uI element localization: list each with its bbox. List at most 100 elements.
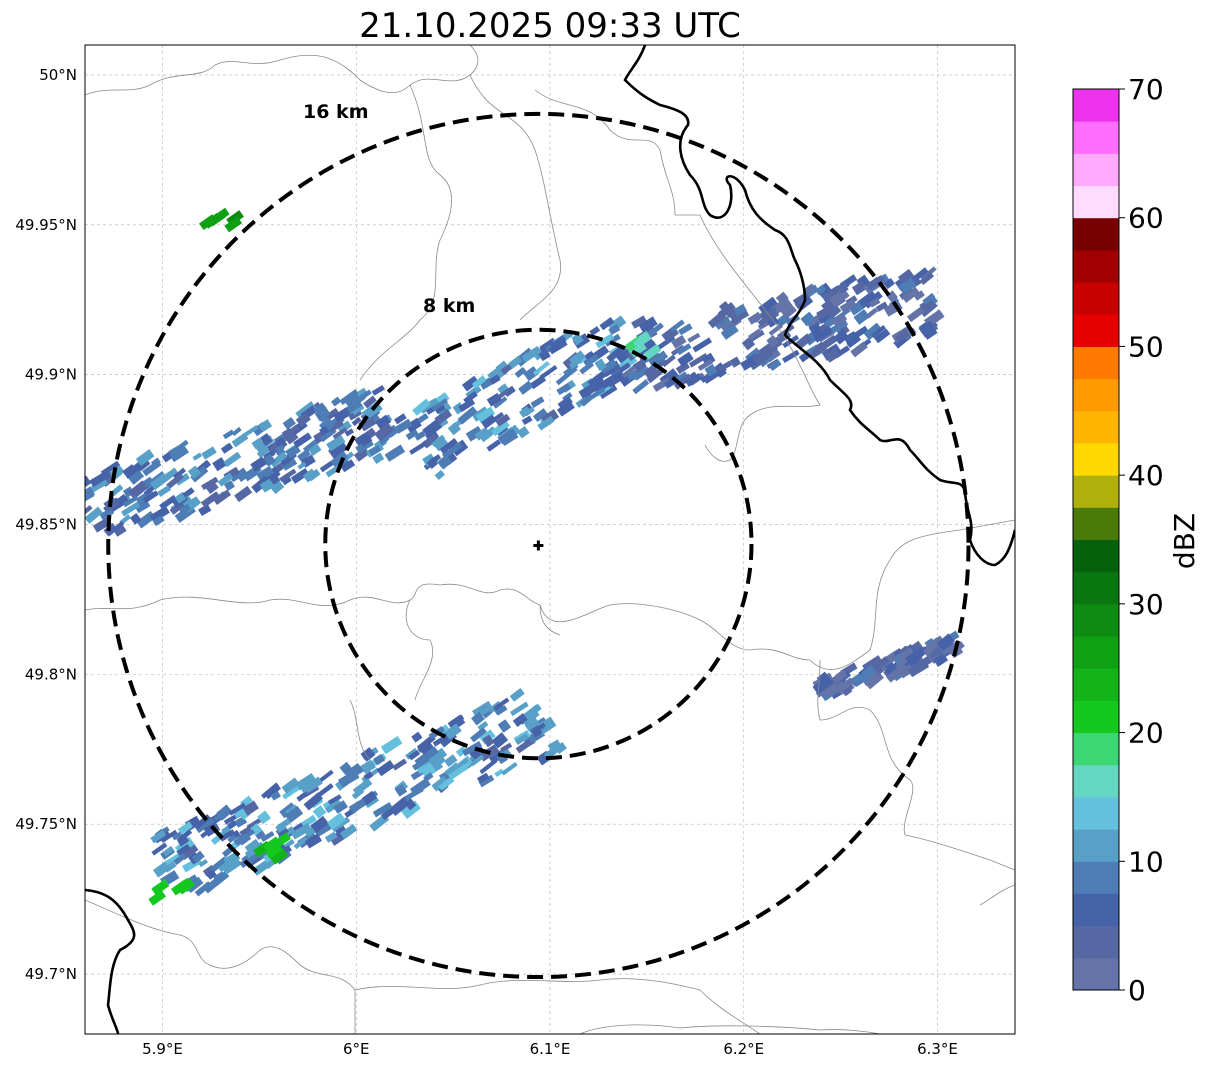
echo-cell: [421, 763, 437, 778]
echo-cell: [491, 732, 509, 749]
plot-frame: [84, 44, 1016, 1035]
echo-cell: [846, 335, 862, 349]
echo-cell: [434, 438, 449, 452]
echo-core-cell: [203, 212, 222, 229]
echo-cell: [192, 452, 203, 461]
echo-cell: [901, 286, 920, 303]
echo-cell: [815, 284, 827, 296]
echo-core-cell: [224, 216, 243, 233]
echo-cell: [530, 396, 545, 408]
colorbar-frame: [1072, 88, 1120, 991]
echo-cell: [282, 416, 296, 430]
echo-cell: [281, 427, 293, 438]
echo-cell: [594, 358, 607, 372]
echo-cell: [317, 769, 334, 784]
echo-cell: [448, 764, 468, 780]
colorbar-segment: [1073, 668, 1119, 701]
colorbar-segment: [1073, 217, 1119, 251]
echo-cell: [818, 675, 833, 689]
echo-cell: [174, 472, 190, 486]
echo-cell: [270, 475, 281, 486]
map-title: 21.10.2025 09:33 UTC: [359, 6, 741, 46]
echo-cell: [822, 314, 838, 329]
ring-label-8km: 8 km: [423, 295, 475, 317]
echo-cell: [707, 311, 726, 329]
colorbar-segment: [1073, 571, 1119, 605]
echo-cell: [478, 774, 495, 788]
echo-cell: [281, 777, 300, 794]
echo-cell: [518, 380, 534, 395]
colorbar-label: dBZ: [1168, 513, 1201, 569]
echo-cell: [177, 821, 193, 835]
echo-cell: [489, 412, 505, 424]
x-tick-label: 6°E: [343, 1040, 370, 1058]
echo-cell: [638, 316, 658, 334]
echo-cell: [303, 792, 324, 811]
colorbar-tick-label: 0: [1128, 974, 1146, 1007]
echo-cell: [344, 428, 355, 437]
echo-cell: [579, 393, 594, 407]
echo-cell: [835, 670, 846, 681]
echo-cell: [213, 810, 229, 822]
echo-cell: [270, 480, 285, 495]
echo-cell: [429, 454, 442, 465]
colorbar-tick-label: 50: [1128, 330, 1164, 363]
echo-cell: [671, 334, 687, 349]
echo-cell: [595, 333, 615, 349]
x-tick-label: 6.3°E: [917, 1040, 958, 1058]
echo-cell: [257, 810, 272, 825]
colorbar-segment: [1073, 282, 1119, 315]
echo-cell: [688, 352, 709, 368]
echo-cell: [557, 396, 573, 410]
echo-cell: [394, 413, 407, 425]
echo-cell: [405, 417, 422, 433]
echo-cell: [461, 375, 480, 392]
echo-cell: [372, 802, 393, 818]
echo-cell: [837, 282, 849, 294]
echo-cell: [883, 278, 895, 290]
y-tick-label: 49.7°N: [25, 965, 77, 983]
echo-cell: [780, 302, 797, 319]
echo-cell: [234, 485, 253, 503]
echo-cell: [775, 291, 789, 305]
echo-cell: [404, 798, 417, 811]
echo-cell: [458, 398, 476, 413]
echo-core-cell: [171, 879, 189, 896]
echo-cell: [819, 328, 832, 340]
echo-cell: [373, 753, 386, 766]
range-ring-0: [323, 327, 754, 761]
echo-cell: [256, 446, 270, 459]
echo-cell: [830, 319, 849, 334]
echo-cell: [861, 664, 877, 680]
echo-cell: [516, 426, 530, 439]
echo-cell: [873, 328, 891, 344]
echo-cell: [515, 738, 533, 754]
echo-cell: [195, 816, 215, 834]
echo-cell: [284, 805, 304, 824]
echo-cell: [250, 456, 268, 472]
echo-cell: [360, 759, 376, 775]
echo-cell: [170, 446, 189, 463]
echo-cell: [304, 833, 323, 849]
y-tick-label: 49.95°N: [15, 216, 77, 234]
echo-cell: [107, 520, 125, 536]
echo-cell: [290, 823, 312, 840]
echo-cell: [267, 442, 279, 453]
echo-cell: [330, 450, 348, 468]
echo-cell: [281, 475, 292, 486]
echo-cell: [176, 843, 191, 856]
echo-cell: [212, 457, 227, 472]
echo-cell: [389, 796, 411, 816]
echo-cell: [470, 727, 487, 743]
echo-cell: [411, 756, 430, 771]
echo-cell: [674, 371, 688, 383]
colorbar-segment: [1073, 893, 1119, 927]
echo-cell: [922, 325, 938, 340]
colorbar-segment: [1073, 957, 1119, 991]
echo-cell: [470, 754, 485, 767]
echo-cell: [173, 853, 187, 866]
echo-cell: [477, 720, 489, 731]
echo-cell: [897, 268, 915, 285]
echo-cell: [826, 304, 842, 319]
echo-cell: [805, 344, 819, 355]
